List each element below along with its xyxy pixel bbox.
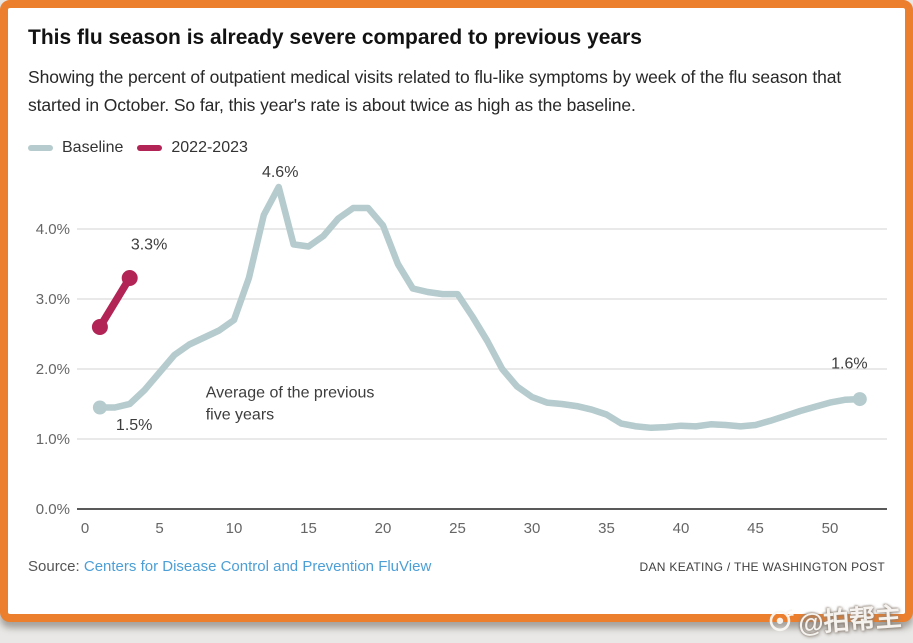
series-endpoint-dot	[92, 400, 107, 415]
x-tick-label: 45	[747, 520, 764, 537]
chart-legend: Baseline 2022-2023	[28, 139, 891, 157]
y-tick-label: 3.0%	[36, 291, 70, 308]
chart-area: 0.0% 1.0% 2.0% 3.0% 4.0% 0 5 10 15 20 25 30 35 40 45 50…	[26, 159, 891, 548]
watermark-text: @拍帮主	[796, 601, 902, 639]
card-content: This flu season is already severe compar…	[8, 8, 905, 614]
x-tick-label: 15	[300, 520, 317, 537]
legend-swatch-2022-2023-icon	[137, 145, 163, 151]
current-end-label: 3.3%	[131, 236, 167, 253]
source-row: Source: Centers for Disease Control and …	[28, 558, 885, 575]
x-tick-label: 30	[524, 520, 541, 537]
x-tick-label: 20	[375, 520, 392, 537]
y-tick-label: 4.0%	[36, 221, 70, 238]
legend-item-2022-2023: 2022-2023	[137, 139, 248, 157]
chart-card: This flu season is already severe compar…	[0, 0, 913, 622]
series-endpoint-dot	[852, 392, 867, 407]
credit-text: DAN KEATING / THE WASHINGTON POST	[639, 560, 885, 574]
source-text: Source: Centers for Disease Control and …	[28, 558, 431, 575]
x-tick-label: 40	[673, 520, 690, 537]
x-tick-label: 35	[598, 520, 615, 537]
x-tick-label: 0	[81, 520, 89, 537]
flu-line-chart: 0.0% 1.0% 2.0% 3.0% 4.0% 0 5 10 15 20 25 30 35 40 45 50…	[36, 164, 887, 537]
legend-swatch-baseline-icon	[28, 145, 53, 151]
series-line-baseline	[96, 183, 864, 432]
baseline-end-label: 1.6%	[831, 355, 867, 372]
peak-label: 4.6%	[262, 164, 298, 181]
series-endpoint-dot	[91, 319, 108, 335]
y-tick-label: 1.0%	[36, 431, 70, 448]
series-line-2022-2023	[96, 274, 134, 331]
x-tick-label: 50	[822, 520, 839, 537]
legend-item-baseline: Baseline	[28, 139, 123, 157]
legend-label-baseline: Baseline	[62, 139, 124, 156]
average-note: Average of the previous five years	[206, 385, 375, 424]
series-endpoint-dot	[121, 270, 138, 286]
x-tick-label: 10	[226, 520, 243, 537]
baseline-start-label: 1.5%	[116, 417, 152, 434]
page-title: This flu season is already severe compar…	[28, 26, 642, 49]
source-label: Source:	[28, 558, 80, 575]
x-tick-label: 25	[449, 520, 466, 537]
weibo-eye-icon	[767, 606, 795, 641]
y-tick-label: 2.0%	[36, 361, 70, 378]
page-subtitle: Showing the percent of outpatient medica…	[28, 67, 842, 115]
watermark: @拍帮主	[767, 596, 903, 642]
legend-label-2022-2023: 2022-2023	[171, 139, 248, 156]
y-tick-label: 0.0%	[36, 501, 70, 518]
source-link[interactable]: Centers for Disease Control and Preventi…	[83, 558, 432, 575]
x-tick-label: 5	[155, 520, 163, 537]
